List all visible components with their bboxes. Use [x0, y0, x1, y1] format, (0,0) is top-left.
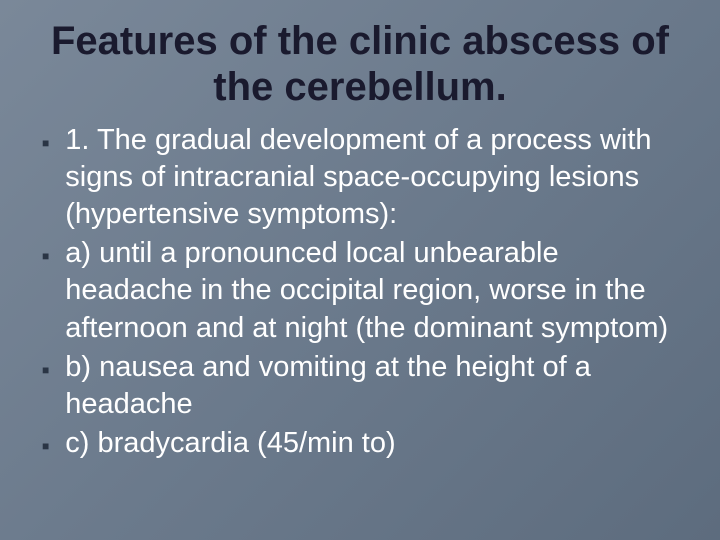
- slide-title: Features of the clinic abscess of the ce…: [30, 18, 690, 110]
- bullet-text: b) nausea and vomiting at the height of …: [65, 349, 690, 423]
- bullet-text: c) bradycardia (45/min to): [65, 425, 395, 462]
- list-item: ■ 1. The gradual development of a proces…: [42, 122, 690, 233]
- bullet-text: a) until a pronounced local unbearable h…: [65, 235, 690, 346]
- bullet-icon: ■: [42, 363, 49, 377]
- list-item: ■ a) until a pronounced local unbearable…: [42, 235, 690, 346]
- bullet-text: 1. The gradual development of a process …: [65, 122, 690, 233]
- list-item: ■ b) nausea and vomiting at the height o…: [42, 349, 690, 423]
- bullet-icon: ■: [42, 249, 49, 263]
- slide-container: Features of the clinic abscess of the ce…: [0, 0, 720, 540]
- slide-content: ■ 1. The gradual development of a proces…: [30, 122, 690, 462]
- bullet-icon: ■: [42, 136, 49, 150]
- bullet-icon: ■: [42, 439, 49, 453]
- list-item: ■ c) bradycardia (45/min to): [42, 425, 690, 462]
